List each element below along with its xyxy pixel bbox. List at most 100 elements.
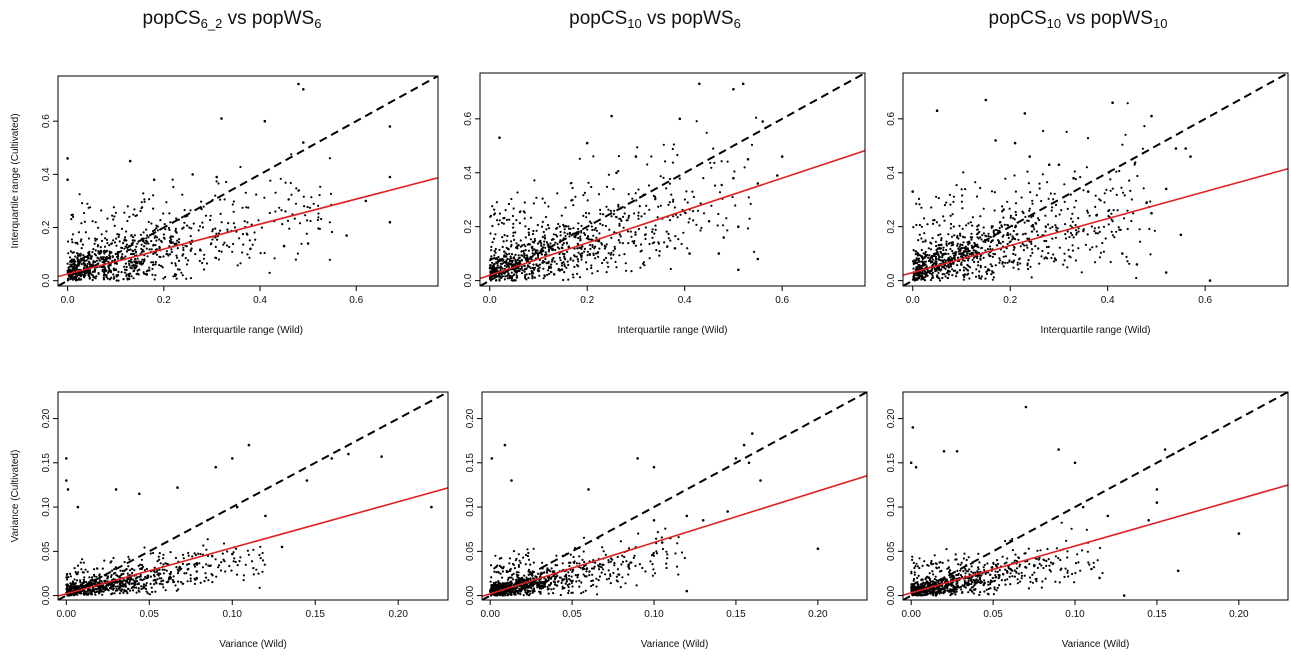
cloud-point (958, 232, 962, 235)
cloud-point (563, 265, 566, 268)
cloud-point (920, 237, 923, 240)
cloud-point (565, 575, 568, 578)
cloud-point (549, 266, 553, 269)
cloud-point (228, 564, 231, 568)
cloud-point (259, 252, 262, 255)
cloud-point (541, 220, 544, 223)
cloud-point (261, 570, 264, 573)
cloud-point (938, 255, 941, 258)
cloud-point (702, 177, 705, 180)
cloud-point (279, 177, 282, 180)
cloud-point (1006, 261, 1009, 264)
cloud-point (1015, 213, 1018, 217)
cloud-point (617, 205, 620, 208)
cloud-point (154, 581, 157, 584)
cloud-point (650, 554, 654, 557)
cloud-point (675, 565, 679, 568)
cloud-point (80, 263, 83, 266)
cloud-point (501, 275, 504, 278)
cloud-point (218, 249, 221, 253)
cloud-point (1035, 222, 1038, 225)
cloud-point (1123, 194, 1126, 197)
cloud-point (938, 268, 941, 271)
cloud-point (110, 574, 113, 577)
data-point (1164, 271, 1168, 274)
cloud-point (977, 274, 981, 277)
cloud-point (989, 254, 992, 258)
cloud-point (505, 583, 508, 586)
cloud-point (128, 274, 131, 277)
cloud-point (600, 566, 603, 569)
cloud-point (87, 237, 91, 240)
cloud-point (633, 212, 636, 215)
cloud-point (563, 578, 566, 581)
data-point (732, 87, 735, 91)
cloud-point (1046, 547, 1049, 551)
cloud-point (91, 263, 94, 266)
cloud-point (955, 590, 958, 593)
cloud-point (557, 222, 560, 226)
cloud-point (1001, 555, 1004, 558)
x-tick-label: 0.05 (140, 609, 160, 620)
cloud-point (138, 268, 141, 271)
cloud-point (962, 171, 965, 174)
cloud-point (518, 269, 521, 273)
cloud-point (634, 244, 638, 247)
cloud-point (183, 208, 186, 212)
cloud-point (218, 564, 221, 567)
cloud-point (81, 243, 84, 246)
cloud-point (178, 238, 181, 241)
cloud-point (186, 224, 189, 227)
cloud-point (106, 577, 109, 580)
cloud-point (515, 219, 518, 222)
cloud-point (1072, 236, 1075, 239)
cloud-point (529, 266, 532, 270)
cloud-point (162, 586, 165, 589)
cloud-point (312, 202, 315, 205)
cloud-point (672, 143, 676, 146)
cloud-point (664, 527, 667, 530)
cloud-point (155, 253, 159, 256)
cloud-point (522, 556, 525, 559)
cloud-point (620, 563, 623, 566)
cloud-point (80, 222, 83, 225)
cloud-point (651, 242, 654, 245)
cloud-point (955, 275, 958, 278)
cloud-point (294, 258, 297, 261)
cloud-point (250, 223, 253, 226)
cloud-point (525, 584, 529, 587)
cloud-point (559, 593, 562, 597)
cloud-point (201, 261, 204, 265)
cloud-point (638, 563, 642, 566)
cloud-point (489, 564, 493, 567)
cloud-point (650, 155, 653, 158)
cloud-point (509, 276, 512, 279)
cloud-point (286, 219, 290, 222)
cloud-point (146, 255, 149, 258)
cloud-point (1148, 227, 1151, 231)
cloud-point (550, 260, 554, 263)
cloud-point (993, 209, 996, 212)
cloud-point (123, 589, 126, 592)
cloud-point (1120, 186, 1123, 189)
cloud-point (125, 568, 128, 571)
cloud-point (605, 185, 609, 188)
cloud-point (520, 585, 523, 589)
cloud-point (522, 594, 525, 597)
cloud-point (599, 208, 602, 211)
cloud-point (931, 274, 934, 277)
cloud-point (926, 268, 929, 272)
cloud-point (94, 593, 97, 596)
x-tick-label: 0.10 (644, 609, 664, 620)
cloud-point (923, 262, 926, 265)
cloud-point (534, 249, 538, 252)
cloud-point (518, 256, 521, 259)
cloud-point (72, 251, 75, 254)
cloud-point (1004, 177, 1007, 180)
cloud-point (637, 214, 640, 217)
cloud-point (578, 555, 581, 558)
cloud-point (86, 590, 89, 593)
cloud-point (505, 261, 508, 264)
cloud-point (1053, 260, 1056, 263)
cloud-point (104, 588, 107, 592)
